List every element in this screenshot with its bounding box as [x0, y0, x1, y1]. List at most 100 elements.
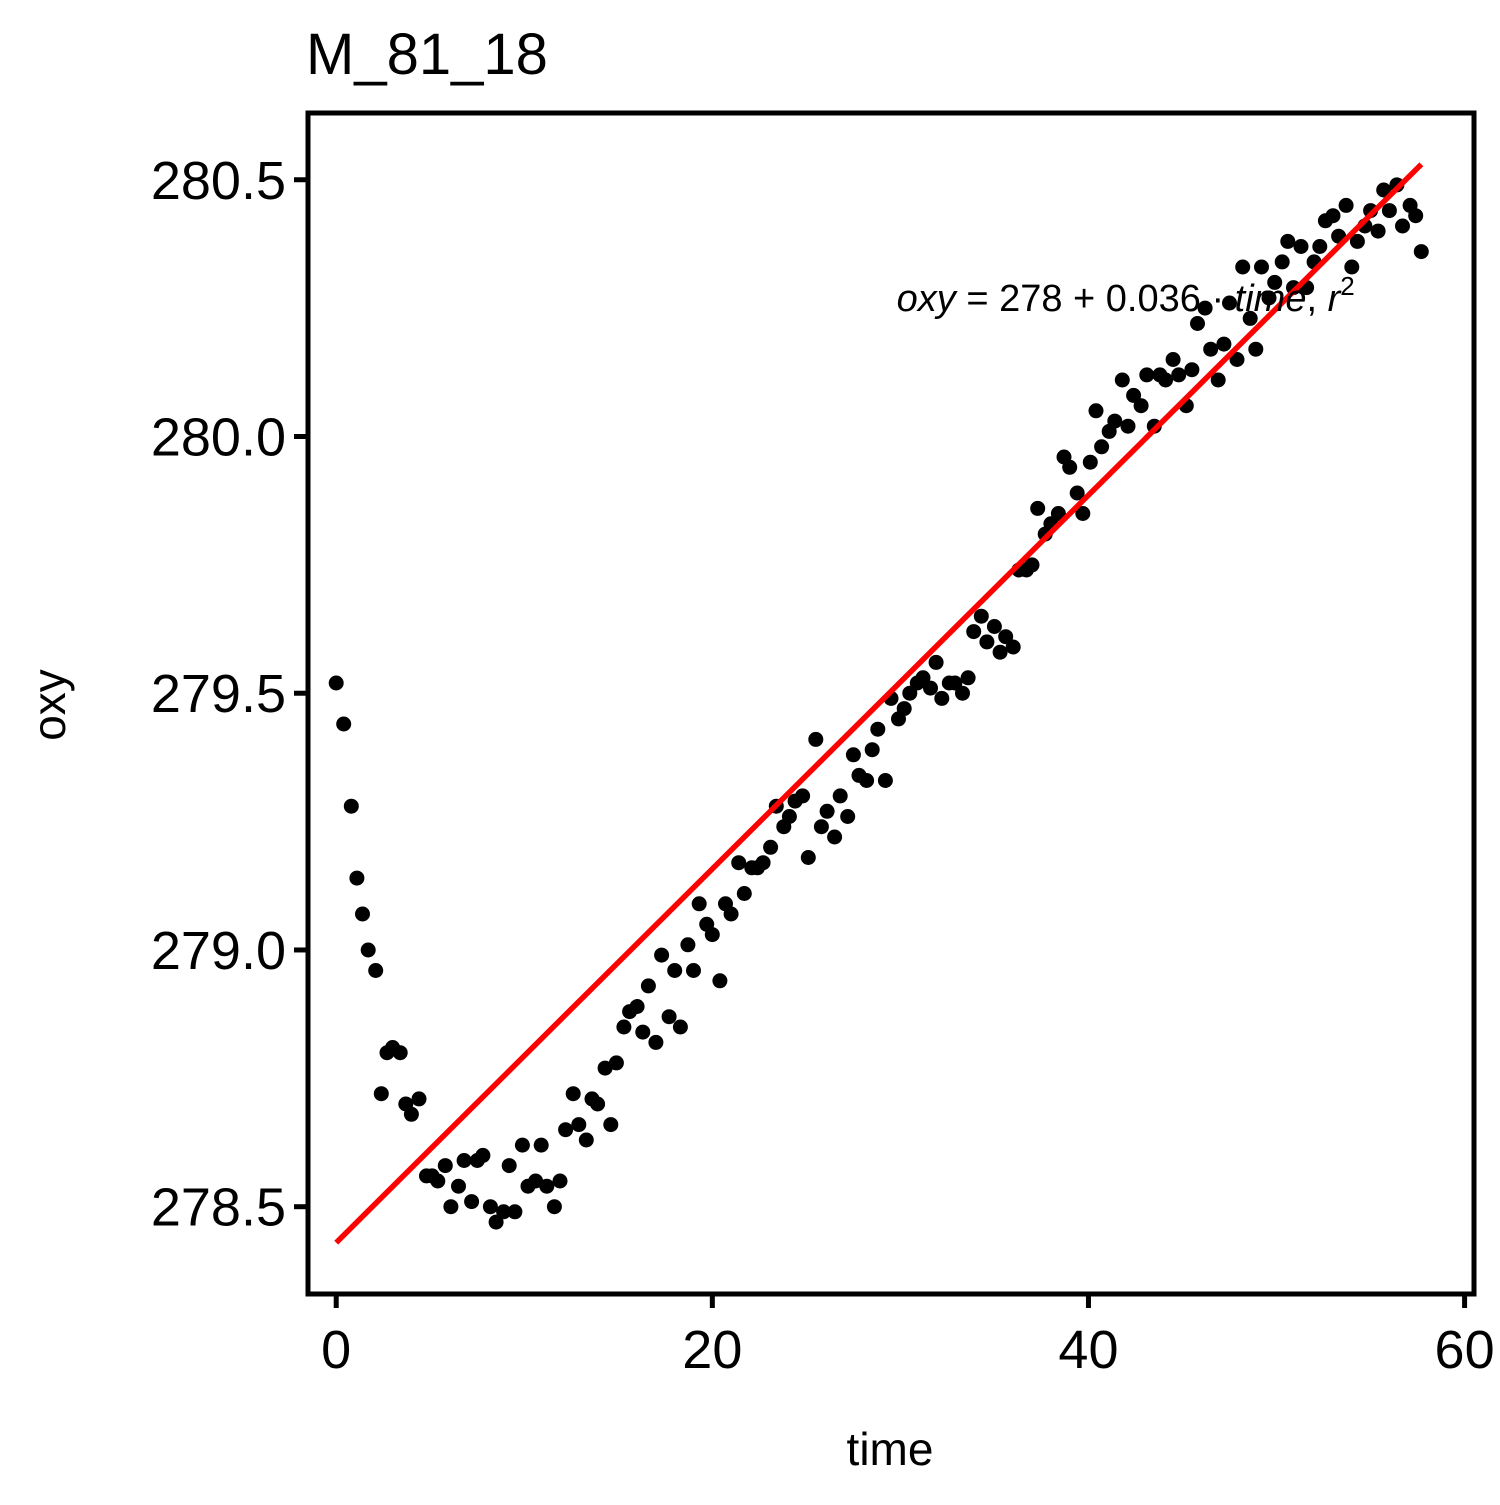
data-point — [328, 675, 344, 691]
data-point — [546, 1199, 562, 1215]
data-point — [781, 809, 797, 824]
data-point — [832, 788, 848, 804]
data-point — [501, 1158, 517, 1174]
data-point — [877, 773, 893, 788]
data-point — [840, 809, 856, 824]
data-point — [1133, 398, 1149, 414]
data-point — [712, 973, 728, 989]
data-point — [528, 1173, 544, 1189]
data-point — [1171, 367, 1187, 383]
y-tick-label: 280.5 — [151, 151, 286, 211]
data-point — [1274, 254, 1290, 270]
data-point — [979, 634, 995, 650]
data-point — [1075, 506, 1091, 521]
data-point — [1261, 290, 1277, 306]
data-point — [1381, 203, 1397, 219]
data-point — [1158, 372, 1174, 388]
data-point — [1190, 316, 1205, 331]
data-point — [1254, 259, 1269, 275]
data-point — [1229, 352, 1245, 367]
data-point — [808, 731, 824, 747]
data-point — [403, 1106, 419, 1122]
data-point — [736, 886, 752, 901]
equation-annotation: oxy = 278 + 0.036 · time, r2 — [897, 271, 1355, 320]
data-point — [1107, 413, 1123, 429]
data-point — [1280, 233, 1296, 249]
data-point — [360, 942, 376, 958]
data-point — [349, 870, 365, 886]
data-point — [640, 978, 656, 994]
data-point — [966, 624, 982, 640]
y-tick-label: 280.0 — [151, 407, 286, 467]
fit-line — [334, 162, 1424, 1245]
data-point — [1325, 208, 1341, 224]
y-tick-label: 279.5 — [151, 664, 286, 724]
data-point — [864, 742, 880, 758]
data-point — [571, 1117, 587, 1133]
panel-border — [305, 110, 1477, 1297]
data-point — [1338, 197, 1354, 213]
data-point — [597, 1060, 613, 1076]
data-point — [411, 1091, 427, 1107]
data-point — [1120, 418, 1136, 434]
y-axis-title: oxy — [23, 669, 75, 741]
data-point — [661, 1009, 677, 1025]
data-point — [800, 850, 816, 865]
data-point — [870, 721, 886, 737]
data-point — [1248, 341, 1264, 357]
data-point — [1203, 341, 1219, 357]
data-point — [691, 896, 707, 912]
data-point — [1210, 372, 1226, 388]
data-point — [1370, 223, 1386, 239]
data-point — [392, 1045, 408, 1061]
data-point — [680, 937, 696, 953]
equation-annotation-group: oxy = 278 + 0.036 · time, r2 — [897, 271, 1355, 320]
data-point — [1235, 259, 1251, 275]
data-point — [1069, 485, 1085, 501]
data-point — [923, 680, 938, 696]
data-point — [1139, 367, 1155, 383]
data-point — [343, 798, 359, 814]
data-point — [654, 947, 670, 963]
data-point — [755, 855, 771, 871]
y-tick-label: 278.5 — [151, 1178, 286, 1238]
data-point — [456, 1153, 472, 1168]
data-point — [1312, 239, 1328, 254]
data-point — [896, 701, 912, 717]
data-point — [960, 670, 976, 686]
data-point — [368, 963, 384, 978]
data-point — [603, 1117, 619, 1133]
data-point — [437, 1158, 453, 1174]
data-point — [430, 1173, 446, 1189]
data-point — [565, 1086, 581, 1102]
data-point — [1114, 372, 1130, 388]
data-point — [1349, 233, 1365, 249]
data-point — [608, 1055, 624, 1071]
data-point — [723, 906, 739, 922]
data-point — [667, 963, 683, 978]
data-point — [998, 629, 1014, 645]
data-point — [1395, 218, 1410, 234]
data-point — [955, 685, 970, 701]
data-point — [1030, 500, 1046, 516]
data-point — [533, 1137, 549, 1153]
data-point — [947, 675, 963, 691]
data-point — [1267, 274, 1283, 290]
data-point — [672, 1019, 688, 1035]
data-point — [1242, 310, 1258, 326]
data-point — [475, 1147, 491, 1163]
data-point — [464, 1194, 480, 1210]
data-point — [1094, 439, 1110, 455]
data-point — [704, 927, 720, 943]
data-point — [616, 1019, 632, 1035]
data-point — [827, 829, 843, 845]
data-point — [934, 690, 950, 706]
data-point — [763, 839, 779, 855]
data-point — [578, 1132, 594, 1148]
data-point — [629, 999, 645, 1014]
data-point — [590, 1096, 606, 1112]
data-point — [1126, 387, 1142, 403]
data-point — [795, 788, 811, 804]
